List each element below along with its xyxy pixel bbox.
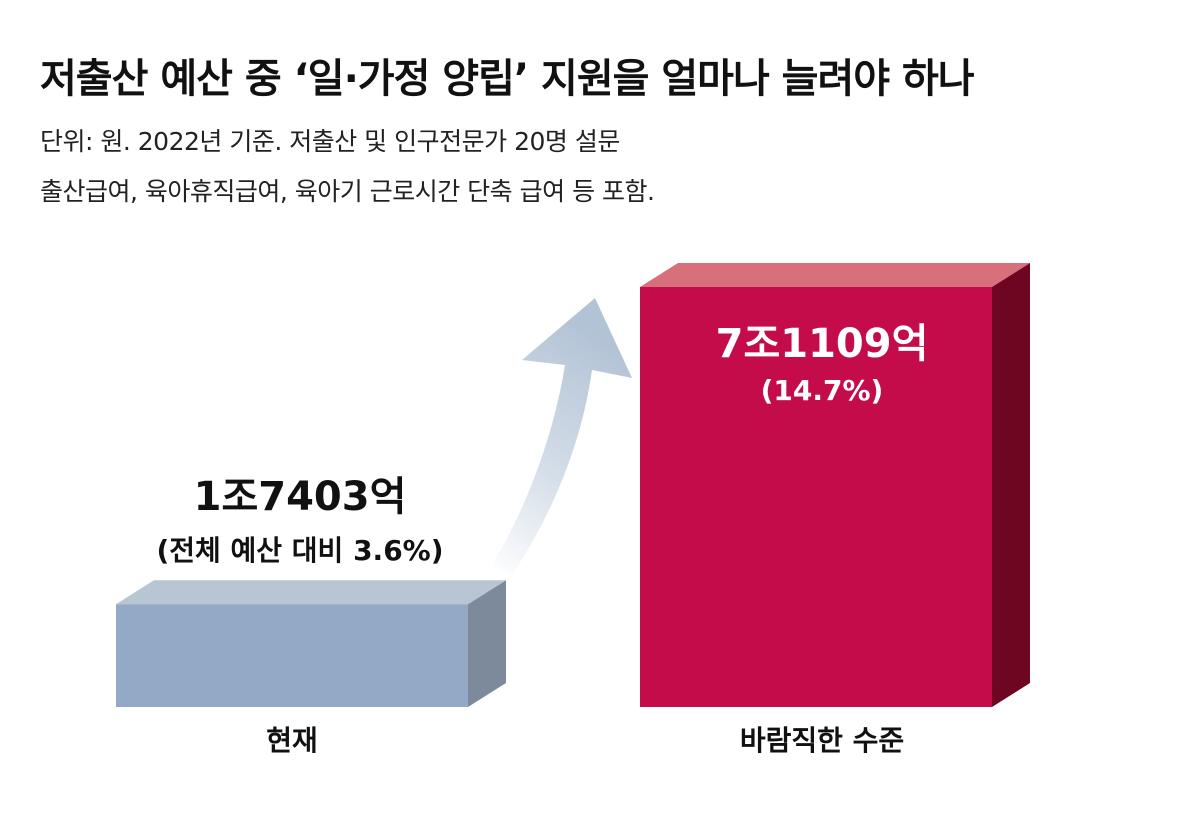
- chart-title: 저출산 예산 중 ‘일·가정 양립’ 지원을 얼마나 늘려야 하나: [40, 56, 975, 102]
- category-label-desired: 바람직한 수준: [740, 724, 904, 757]
- share-label-current: (전체 예산 대비 3.6%): [156, 534, 443, 567]
- bar-current: [116, 580, 506, 707]
- bar-desired-side-face: [992, 263, 1030, 707]
- value-label-current: 1조7403억: [194, 474, 407, 520]
- value-label-desired: 7조1109억: [716, 321, 929, 367]
- category-label-current: 현재: [266, 724, 318, 757]
- subtitle-line-2: 출산급여, 육아휴직급여, 육아기 근로시간 단축 급여 등 포함.: [40, 177, 655, 206]
- bar-current-side-face: [468, 580, 506, 707]
- subtitle-line-1: 단위: 원. 2022년 기준. 저출산 및 인구전문가 20명 설문: [40, 127, 620, 156]
- bar-desired-front-face: [640, 287, 992, 707]
- growth-arrow: [492, 298, 632, 575]
- bar-desired-top-face: [640, 263, 1030, 287]
- bar-desired: [640, 263, 1030, 707]
- bar-current-top-face: [116, 580, 506, 605]
- share-label-desired: (14.7%): [761, 374, 884, 407]
- bar-current-front-face: [116, 604, 468, 707]
